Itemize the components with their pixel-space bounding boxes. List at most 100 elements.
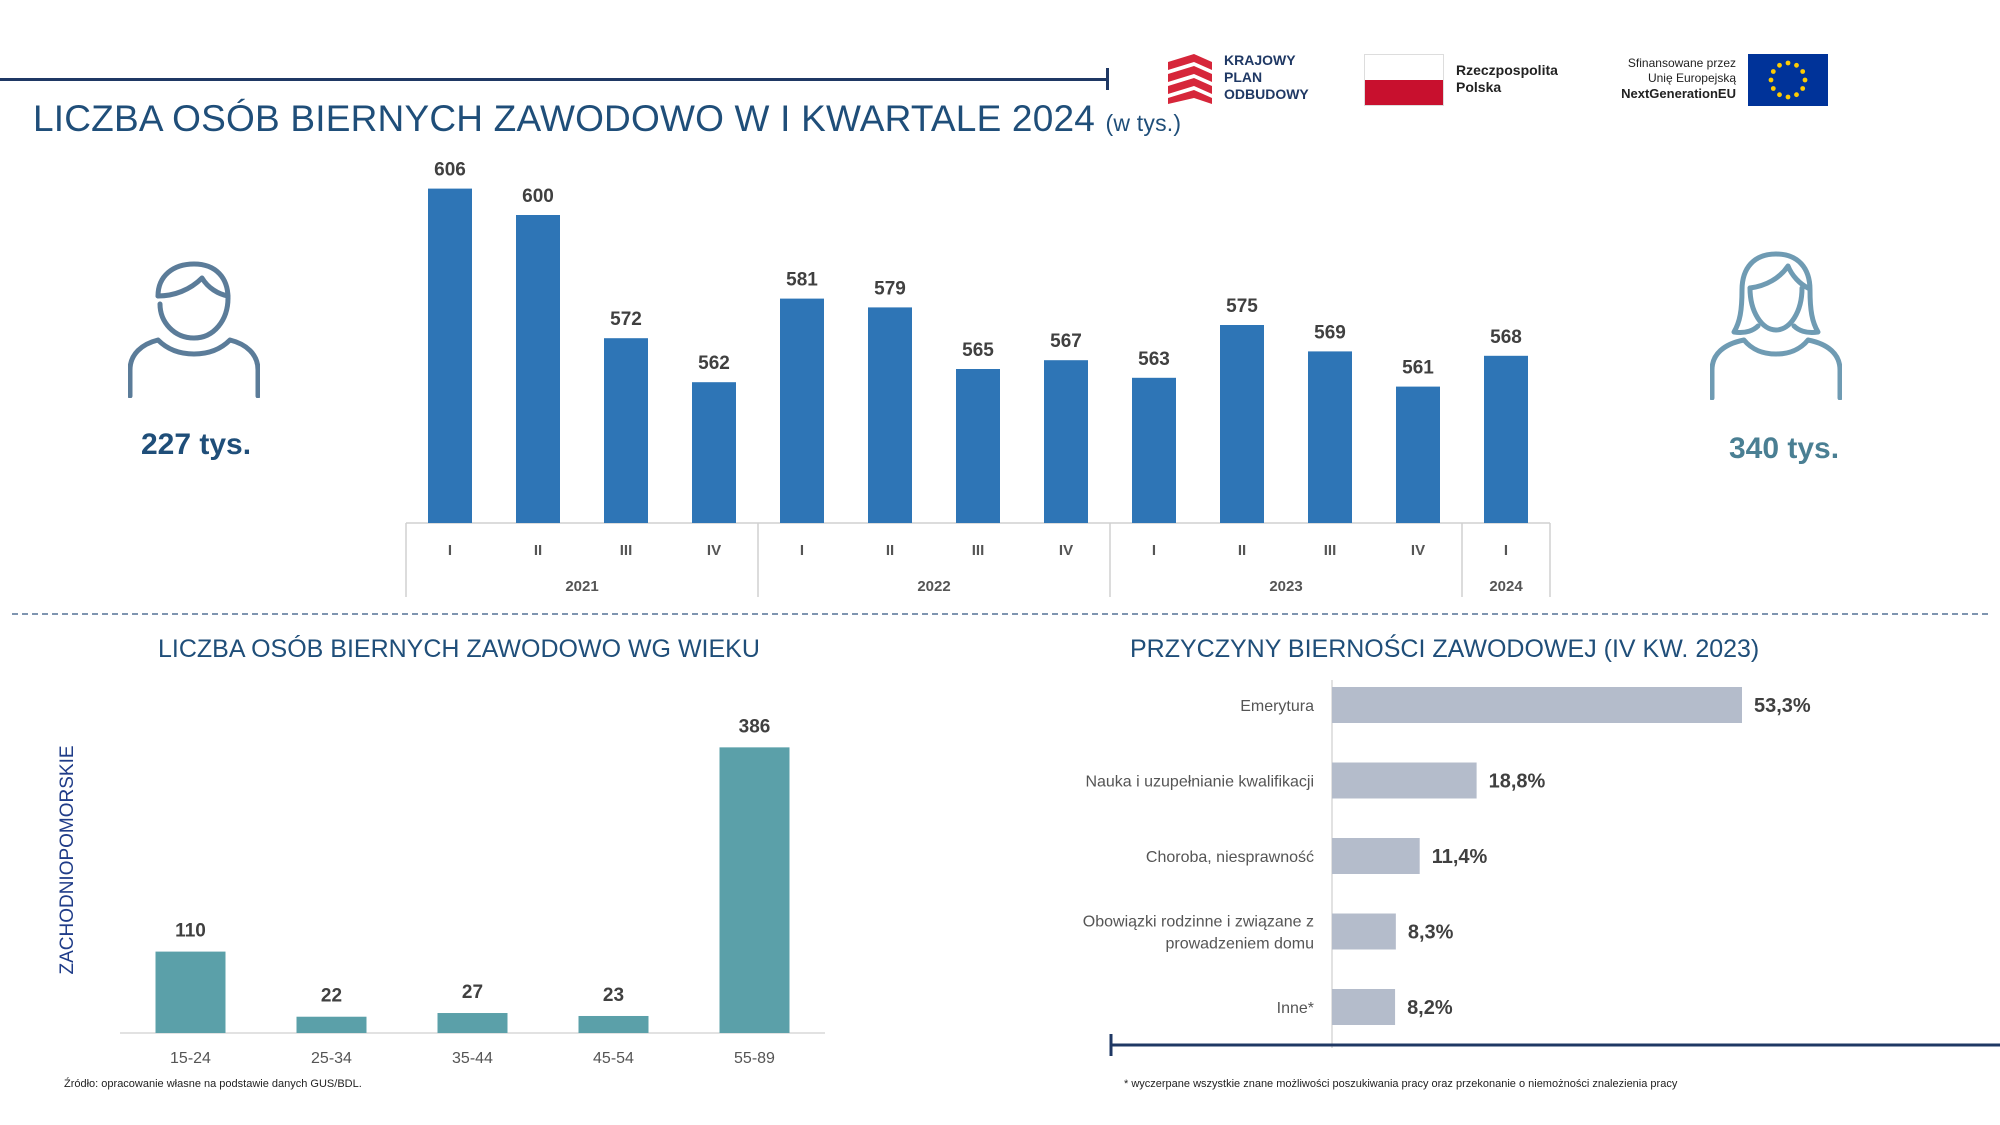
quarter-tick-label: III [620, 542, 633, 559]
category-tick-label-line: Obowiązki rodzinne i związane z [1083, 914, 1314, 931]
male-person-icon [128, 261, 260, 398]
year-tick-label: 2023 [1269, 578, 1302, 595]
data-label: 562 [698, 353, 730, 374]
data-label: 561 [1402, 358, 1434, 379]
quarterly-bar-chart: 606I600II572III562IV581I579II565III567IV… [405, 160, 1551, 597]
logo-eu: Sfinansowane przez Unię Europejską NextG… [1588, 54, 1828, 106]
data-label: 565 [962, 340, 994, 361]
quarter-tick-label: I [448, 542, 452, 559]
bar [1332, 913, 1396, 950]
eu-line-3: NextGenerationEU [1621, 86, 1736, 101]
section-divider [12, 613, 1988, 615]
page-title: LICZBA OSÓB BIERNYCH ZAWODOWO W I KWARTA… [33, 98, 1181, 140]
age-bar-chart: 110 15-24 22 25-34 27 35-44 23 45-54 386 55-89 ZAC… [57, 716, 825, 1067]
data-label: 8,3% [1408, 922, 1454, 944]
kpo-line-1: KRAJOWY [1224, 52, 1296, 68]
data-label: 581 [786, 270, 818, 291]
age-tick-label: 55-89 [734, 1050, 775, 1067]
year-tick-label: 2022 [917, 578, 950, 595]
eu-star [1785, 60, 1791, 66]
category-tick-label-line: Choroba, niesprawność [1146, 849, 1314, 866]
quarter-tick-label: IV [1411, 542, 1425, 559]
reasons-bar-chart: 53,3% Emerytura 18,8% Nauka i uzupełnianie … [1083, 680, 2000, 1056]
bar [692, 382, 736, 523]
category-tick-label-line: Nauka i uzupełnianie kwalifikacji [1085, 774, 1314, 791]
data-label: 23 [603, 985, 624, 1006]
women-count: 340 tys. [1728, 432, 1840, 465]
bar [1396, 386, 1440, 523]
eu-star [1802, 77, 1808, 83]
bar [155, 951, 226, 1033]
rp-line-1: Rzeczpospolita [1456, 62, 1558, 78]
bar [1044, 360, 1088, 523]
rp-line-2: Polska [1456, 79, 1502, 95]
eu-star [1785, 94, 1791, 100]
data-label: 563 [1138, 349, 1170, 370]
category-tick-label-line: Emerytura [1240, 698, 1314, 715]
category-tick-label: Nauka i uzupełnianie kwalifikacji [1085, 774, 1314, 791]
quarter-tick-label: I [1504, 542, 1508, 559]
eu-line-2: Unię Europejską [1647, 71, 1736, 85]
bar [437, 1013, 508, 1033]
bar [604, 338, 648, 523]
reasons-chart-title: PRZYCZYNY BIERNOŚCI ZAWODOWEJ (IV KW. 20… [1130, 635, 1760, 663]
data-label: 575 [1226, 296, 1258, 317]
bar [1332, 687, 1742, 723]
data-label: 11,4% [1432, 846, 1488, 868]
eu-star [1768, 77, 1774, 83]
eu-star [1777, 92, 1782, 98]
bar [780, 298, 824, 523]
quarter-tick-label: III [1324, 542, 1337, 559]
female-person-icon [1710, 251, 1842, 400]
data-label: 22 [321, 986, 342, 1007]
category-tick-label: Obowiązki rodzinne i związane z prowadzen… [1083, 914, 1314, 953]
data-label: 386 [739, 716, 771, 737]
eu-star [1794, 92, 1799, 98]
category-tick-label: Choroba, niesprawność [1146, 849, 1314, 866]
data-label: 8,2% [1407, 997, 1453, 1019]
quarter-tick-label: II [534, 542, 542, 559]
data-label: 579 [874, 278, 906, 299]
kpo-line-3: ODBUDOWY [1224, 86, 1309, 102]
age-tick-label: 45-54 [593, 1050, 634, 1067]
category-tick-label: Emerytura [1240, 698, 1314, 715]
data-label: 567 [1050, 331, 1082, 352]
age-chart-title: LICZBA OSÓB BIERNYCH ZAWODOWO WG WIEKU [158, 635, 760, 663]
bar [868, 307, 912, 523]
y-axis-label: ZACHODNIOPOMORSKIE [57, 745, 78, 974]
quarter-tick-label: I [800, 542, 804, 559]
category-tick-label: Inne* [1277, 1000, 1314, 1017]
category-tick-label-line: prowadzeniem domu [1165, 936, 1314, 953]
data-label: 568 [1490, 327, 1522, 348]
kpo-emblem-icon [1168, 54, 1212, 104]
category-tick-label-line: Inne* [1277, 1000, 1314, 1017]
quarter-tick-label: II [1238, 542, 1246, 559]
eu-line-1: Sfinansowane przez [1627, 56, 1736, 70]
data-label: 18,8% [1489, 771, 1546, 793]
men-count: 227 tys. [140, 428, 252, 461]
age-tick-label: 25-34 [311, 1050, 352, 1067]
quarter-tick-label: I [1152, 542, 1156, 559]
age-tick-label: 15-24 [170, 1050, 211, 1067]
bar [1484, 355, 1528, 523]
quarter-tick-label: IV [1059, 542, 1073, 559]
eu-star [1794, 62, 1799, 68]
header-rule [0, 78, 1108, 81]
age-tick-label: 35-44 [452, 1050, 493, 1067]
page-title-text: LICZBA OSÓB BIERNYCH ZAWODOWO W I KWARTA… [33, 98, 1096, 139]
bar [578, 1015, 649, 1033]
bar [956, 369, 1000, 523]
bar [1220, 325, 1264, 523]
eu-star [1800, 86, 1806, 91]
data-label: 606 [434, 160, 466, 181]
eu-star [1770, 69, 1776, 74]
header-rule-cap [1106, 68, 1109, 90]
quarter-tick-label: III [972, 542, 985, 559]
eu-star [1777, 62, 1782, 68]
asterisk-note: * wyczerpane wszystkie znane możliwości … [1124, 1078, 1678, 1090]
data-label: 110 [175, 921, 206, 942]
data-label: 600 [522, 186, 554, 207]
polish-flag-icon [1364, 54, 1444, 106]
data-label: 53,3% [1754, 695, 1811, 717]
quarter-tick-label: IV [707, 542, 721, 559]
